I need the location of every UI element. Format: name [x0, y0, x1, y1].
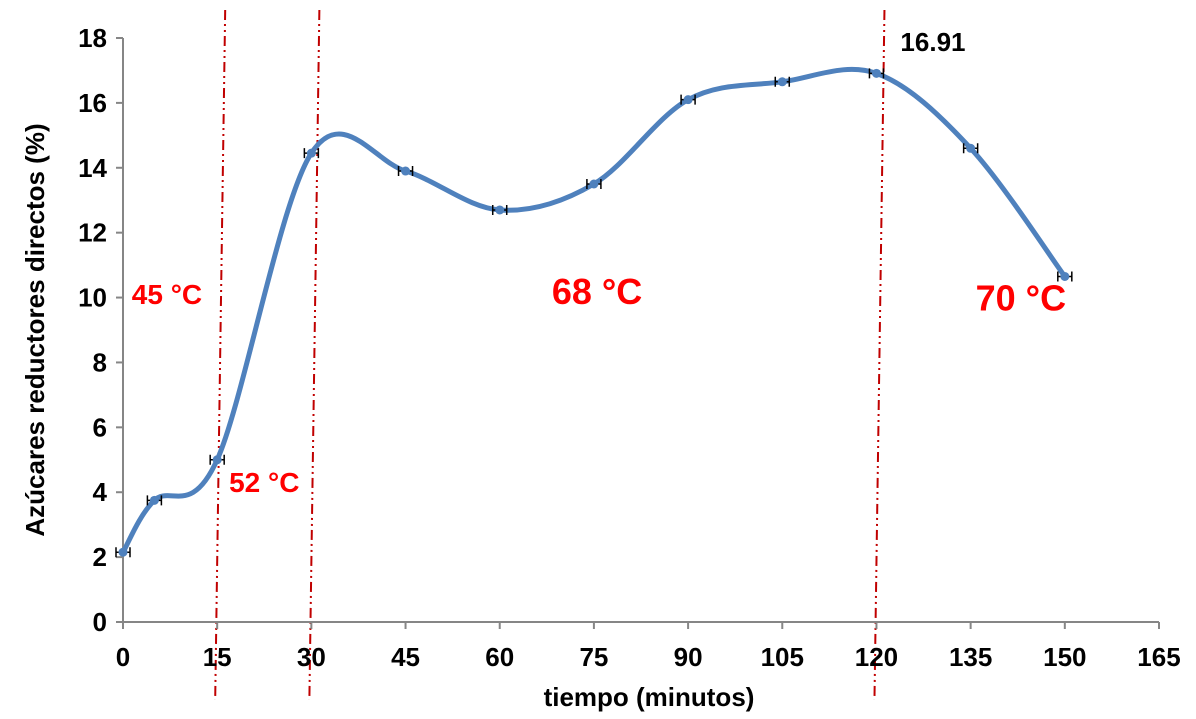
x-tick-label: 45: [391, 642, 420, 672]
x-tick-label: 135: [949, 642, 992, 672]
y-tick-label: 6: [93, 412, 107, 442]
data-point: [495, 205, 505, 215]
data-point: [777, 77, 787, 87]
data-point: [871, 68, 881, 78]
data-point: [966, 143, 976, 153]
x-tick-label: 105: [761, 642, 804, 672]
x-tick-label: 0: [116, 642, 130, 672]
y-tick-label: 0: [93, 607, 107, 637]
x-tick-label: 75: [579, 642, 608, 672]
x-tick-label: 120: [855, 642, 898, 672]
temperature-boundary-line: [214, 9, 227, 701]
y-tick-label: 4: [93, 477, 108, 507]
data-point: [1060, 271, 1070, 281]
data-point: [118, 547, 128, 557]
data-label: 16.91: [900, 27, 965, 57]
x-tick-label: 150: [1043, 642, 1086, 672]
y-tick-label: 8: [93, 347, 107, 377]
data-point: [306, 148, 316, 158]
y-tick-label: 2: [93, 542, 107, 572]
temperature-boundary-line: [308, 9, 321, 701]
temperature-boundary-lines: [214, 9, 886, 701]
y-axis-title: Azúcares reductores directos (%): [20, 123, 50, 536]
y-tick-label: 10: [78, 283, 107, 313]
data-point: [683, 95, 693, 105]
y-tick-label: 18: [78, 23, 107, 53]
temperature-boundary-line: [873, 9, 886, 701]
data-point: [401, 166, 411, 176]
y-tick-labels: 0 2 4 6 8 10 12 14 16 18: [78, 23, 107, 637]
temperature-label: 70 °C: [976, 278, 1066, 319]
temperature-label: 45 °C: [132, 279, 202, 310]
x-tick-labels: 0 15 30 45 60 75 90 105 120 135 150 165: [116, 642, 1181, 672]
chart-axes: [116, 37, 1160, 629]
temperature-label: 68 °C: [552, 271, 642, 312]
y-tick-label: 12: [78, 218, 107, 248]
temperature-label: 52 °C: [229, 467, 299, 498]
data-series: [115, 66, 1073, 558]
x-tick-label: 30: [297, 642, 326, 672]
y-tick-label: 14: [78, 153, 107, 183]
x-tick-label: 60: [485, 642, 514, 672]
x-tick-label: 15: [203, 642, 232, 672]
x-axis-title: tiempo (minutos): [544, 682, 755, 712]
data-point: [589, 179, 599, 189]
y-tick-label: 16: [78, 88, 107, 118]
data-point: [212, 455, 222, 465]
series-line: [120, 66, 1068, 555]
x-tick-label: 165: [1137, 642, 1180, 672]
data-point: [149, 495, 159, 505]
annotations: 45 °C 52 °C 68 °C 70 °C 16.91: [132, 27, 1066, 498]
x-tick-label: 90: [674, 642, 703, 672]
